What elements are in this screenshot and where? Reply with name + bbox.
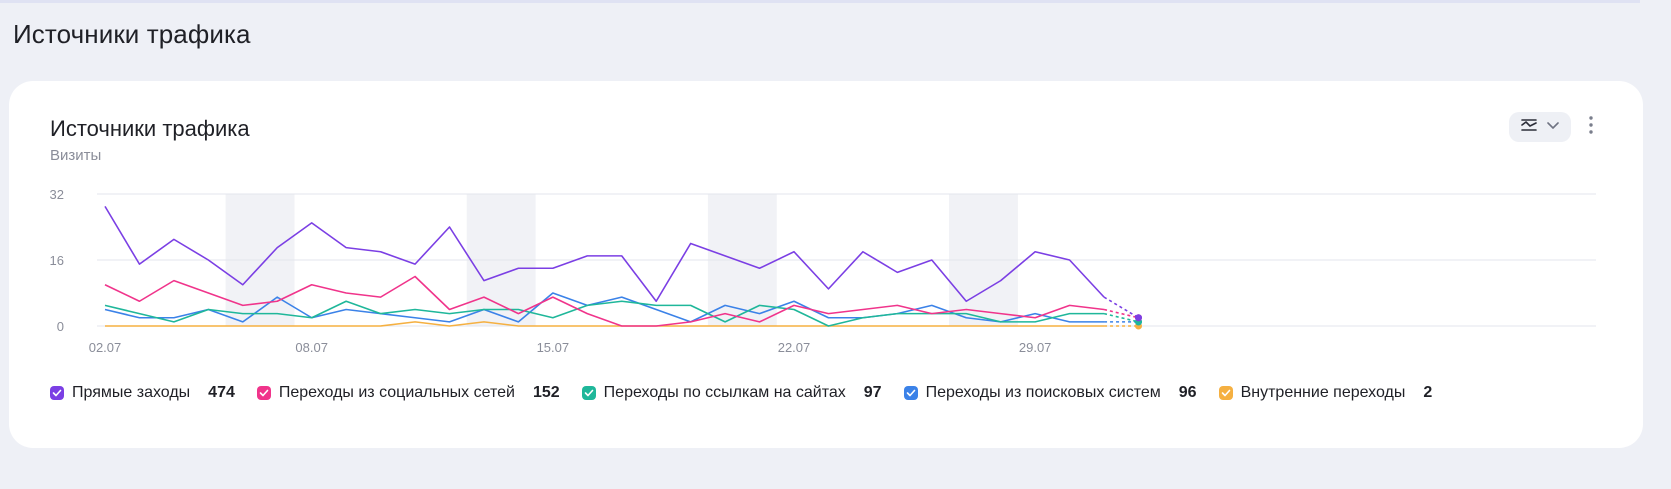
legend-label: Внутренние переходы [1240,384,1406,401]
legend-label: Прямые заходы [72,384,191,401]
card-subtitle: Визиты [50,147,102,164]
legend-item-links[interactable]: Переходы по ссылкам на сайтах 97 [581,384,882,402]
legend-item-social[interactable]: Переходы из социальных сетей 152 [256,384,560,402]
traffic-sources-card: Источники трафика Визиты 32 16 0 02.07 08.07… [9,81,1643,448]
checkbox-icon[interactable] [581,386,596,400]
more-vertical-icon [1589,115,1593,139]
y-tick-label: 16 [50,253,64,268]
area-chart-icon [1520,117,1538,138]
y-tick-label: 32 [50,187,64,202]
checkbox-icon[interactable] [50,386,64,400]
traffic-line-chart: 32 16 0 02.07 08.07 15.07 22.07 29.07 [50,187,1596,355]
series-dashed-links [1103,312,1139,323]
more-options-button[interactable] [1583,112,1599,142]
series-line-direct [104,205,1105,303]
series-dashed-social [1103,308,1139,319]
chevron-down-icon [1546,118,1560,136]
legend-label: Переходы из поисковых систем [925,384,1161,401]
card-title: Источники трафика [50,116,250,141]
checkbox-icon[interactable] [1218,386,1233,400]
checkbox-icon[interactable] [903,386,918,400]
legend-item-search[interactable]: Переходы из поисковых систем 96 [903,384,1197,402]
legend-item-internal[interactable]: Внутренние переходы 2 [1218,384,1433,402]
x-tick-label: 22.07 [778,340,811,355]
series-dashed-direct [1103,296,1139,319]
legend-total: 97 [863,384,882,401]
legend-label: Переходы из социальных сетей [278,384,515,401]
x-tick-label: 15.07 [537,340,570,355]
chart-legend: Прямые заходы 474 Переходы из социальных с… [50,384,1454,402]
legend-total: 152 [532,384,560,401]
checkbox-icon[interactable] [256,386,271,400]
x-tick-label: 02.07 [89,340,122,355]
series-line-internal [105,321,1105,327]
legend-label: Переходы по ссылкам на сайтах [603,384,846,401]
legend-total: 2 [1423,384,1433,401]
legend-total: 96 [1178,384,1197,401]
y-tick-label: 0 [57,319,64,334]
series-line-social [104,275,1105,327]
x-tick-label: 29.07 [1019,340,1052,355]
page-title: Источники трафика [13,19,251,49]
top-divider [0,0,1640,3]
chart-type-button[interactable] [1509,112,1571,142]
x-tick-label: 08.07 [295,340,328,355]
series-end-dot-direct [1135,314,1142,322]
legend-item-direct[interactable]: Прямые заходы 474 [50,384,235,402]
legend-total: 474 [208,384,235,401]
